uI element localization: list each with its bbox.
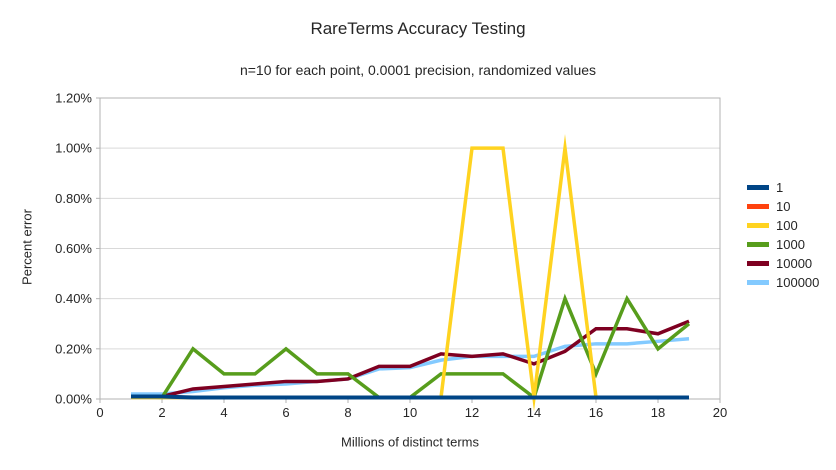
legend-item-1: 1	[747, 181, 819, 194]
x-tick-label: 0	[96, 405, 103, 420]
x-tick-label: 20	[713, 405, 727, 420]
x-tick-label: 6	[282, 405, 289, 420]
series-line-1000	[130, 293, 691, 401]
x-tick-label: 8	[344, 405, 351, 420]
x-tick-label: 14	[527, 405, 541, 420]
legend-swatch	[747, 223, 769, 228]
legend-label: 100000	[776, 275, 820, 290]
legend-label: 10	[776, 199, 791, 214]
legend-swatch	[747, 204, 769, 209]
x-axis-title: Millions of distinct terms	[341, 434, 479, 450]
legend-swatch	[747, 185, 769, 190]
legend-item-1000: 1000	[747, 238, 819, 251]
legend-label: 100	[776, 218, 798, 233]
y-tick-label: 1.20%	[55, 91, 92, 106]
legend-item-100000: 100000	[747, 276, 819, 289]
series-line-10000	[131, 319, 690, 399]
x-tick-label: 16	[589, 405, 603, 420]
legend-item-10000: 10000	[747, 257, 819, 270]
chart-title: RareTerms Accuracy Testing	[310, 19, 526, 38]
x-tick-label: 10	[403, 405, 417, 420]
x-tick-label: 4	[220, 405, 227, 420]
legend-swatch	[747, 261, 769, 266]
y-tick-label: 0.80%	[55, 191, 92, 206]
legend-swatch	[747, 280, 769, 285]
legend-item-100: 100	[747, 219, 819, 232]
y-tick-label: 1.00%	[55, 141, 92, 156]
legend-label: 1000	[776, 237, 805, 252]
x-tick-label: 12	[465, 405, 479, 420]
legend-label: 1	[776, 180, 784, 195]
legend-label: 10000	[776, 256, 813, 271]
y-axis-title: Percent error	[19, 209, 35, 285]
y-tick-label: 0.40%	[55, 291, 92, 306]
x-tick-label: 18	[651, 405, 665, 420]
x-tick-label: 2	[158, 405, 165, 420]
y-tick-label: 0.00%	[55, 392, 92, 407]
chart-subtitle: n=10 for each point, 0.0001 precision, r…	[239, 62, 597, 78]
y-tick-label: 0.60%	[55, 241, 92, 256]
series-line-100	[131, 133, 689, 412]
series-line-1	[131, 394, 689, 400]
legend: 1 10 100 1000 10000 100000	[747, 181, 819, 289]
legend-item-10: 10	[747, 200, 819, 213]
y-tick-label: 0.20%	[55, 341, 92, 356]
legend-swatch	[747, 242, 769, 247]
